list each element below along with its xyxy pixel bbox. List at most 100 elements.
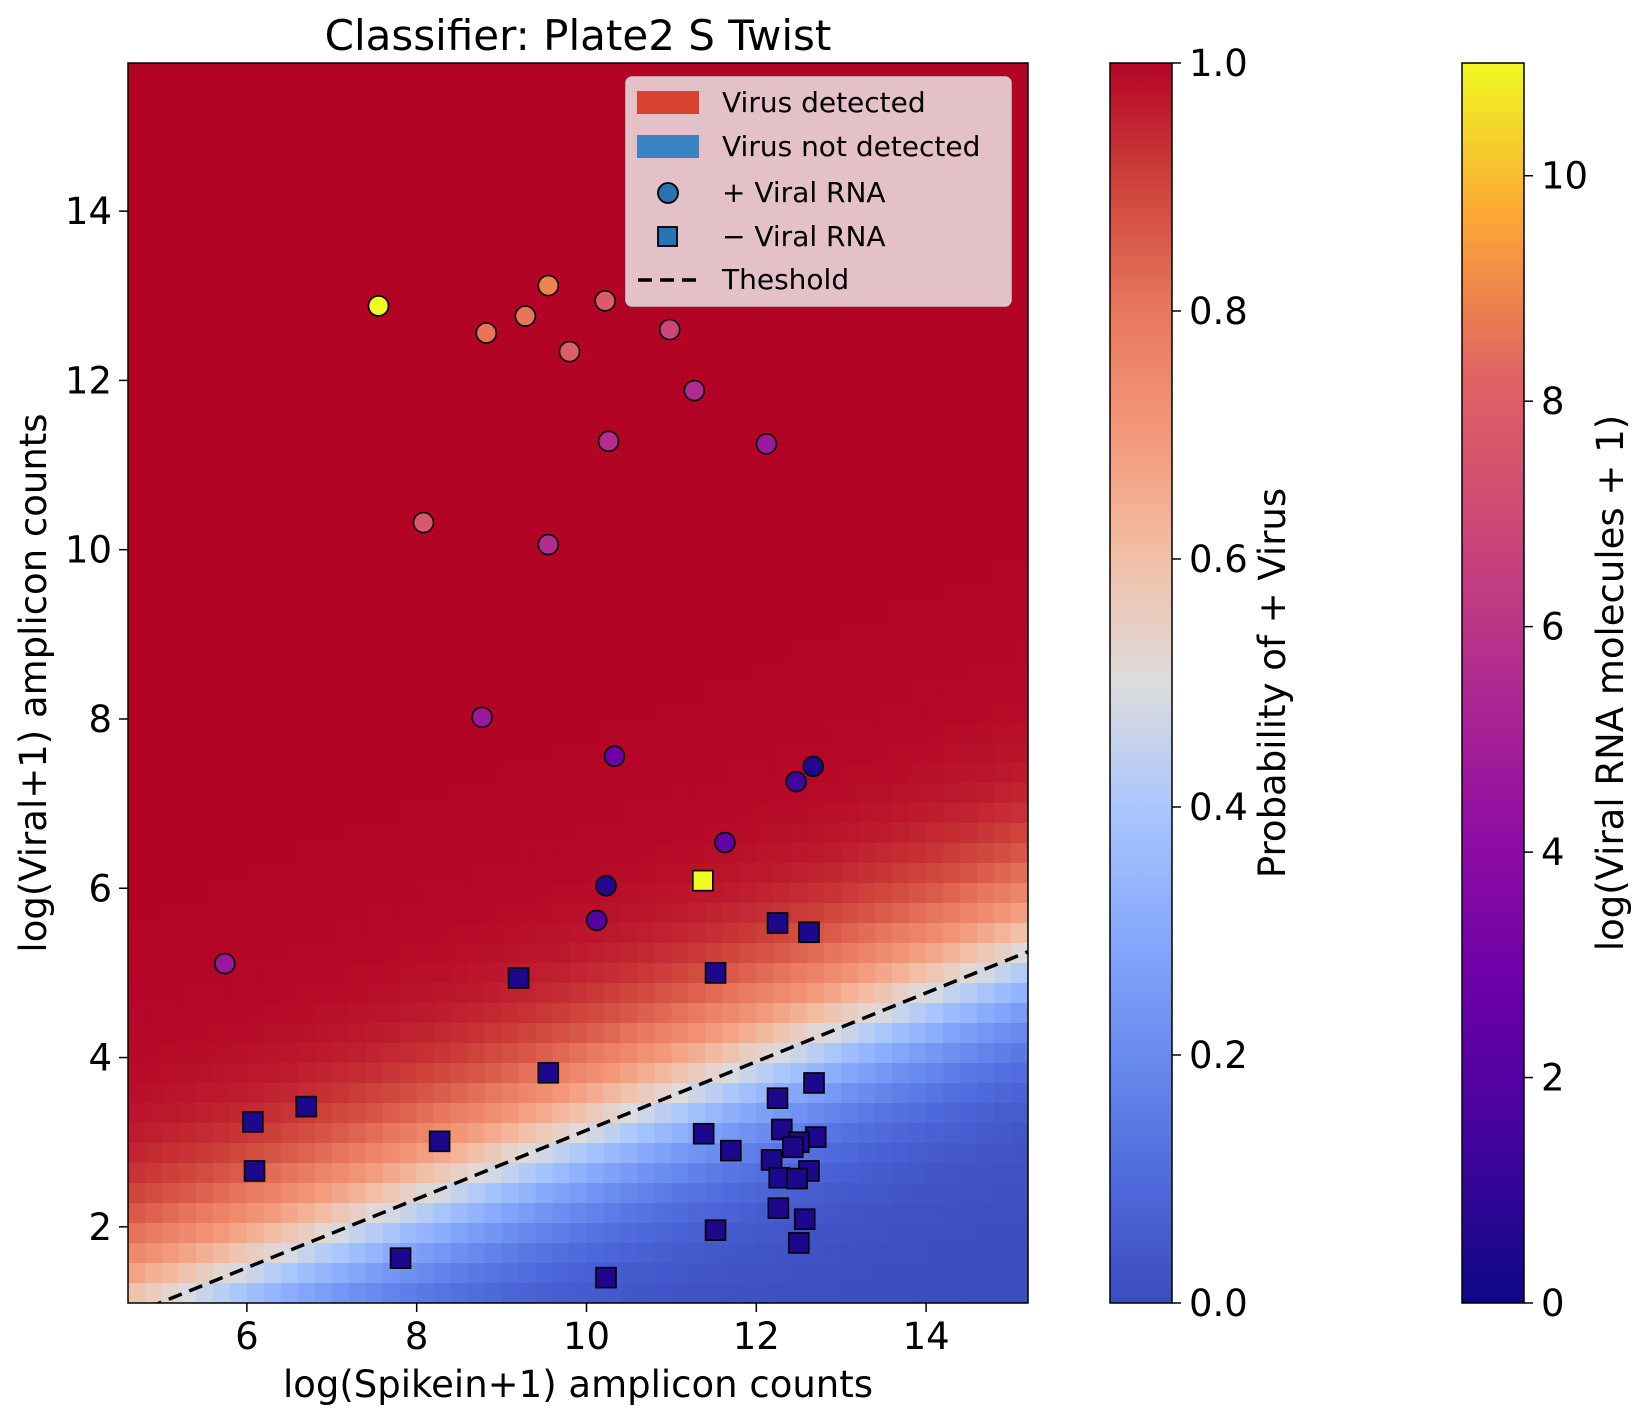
probability-cell	[178, 343, 197, 364]
probability-cell	[773, 723, 791, 744]
probability-cell	[195, 903, 214, 924]
probability-cell	[943, 323, 961, 344]
probability-cell	[365, 1043, 384, 1064]
probability-cell	[467, 283, 486, 304]
probability-cell	[841, 1003, 859, 1024]
probability-cell	[756, 963, 774, 984]
probability-cell	[892, 1163, 910, 1184]
probability-cell	[552, 563, 571, 584]
probability-cell	[450, 783, 469, 804]
probability-cell	[892, 1043, 910, 1064]
probability-cell	[144, 343, 163, 364]
x-tick-label: 12	[733, 1315, 780, 1358]
probability-cell	[518, 783, 537, 804]
probability-cell	[212, 583, 231, 604]
probability-cell	[688, 1263, 706, 1284]
probability-cell	[518, 183, 537, 204]
probability-cell	[994, 383, 1012, 404]
probability-cell	[892, 483, 910, 504]
probability-cell	[128, 683, 146, 704]
probability-cell	[688, 783, 706, 804]
probability-cell	[637, 463, 656, 484]
probability-cell	[399, 783, 418, 804]
probability-cell	[331, 683, 350, 704]
probability-cell	[535, 983, 554, 1004]
probability-cell	[467, 743, 486, 764]
probability-cell	[263, 763, 282, 784]
colorbar-tick-label: 1.0	[1189, 42, 1248, 85]
probability-cell	[331, 943, 350, 964]
probability-cell	[399, 423, 418, 444]
probability-cell	[841, 1123, 859, 1144]
probability-cell	[212, 163, 231, 184]
probability-cell	[195, 1003, 214, 1024]
probability-cell	[722, 1203, 740, 1224]
probability-cell	[229, 343, 248, 364]
probability-cell	[518, 563, 537, 584]
probability-cell	[331, 483, 350, 504]
probability-colorbar: 0.00.20.40.60.81.0 Probability of + Viru…	[1109, 42, 1294, 1325]
probability-cell	[977, 903, 995, 924]
probability-cell	[909, 443, 927, 464]
probability-cell	[535, 703, 554, 724]
probability-cell	[552, 63, 571, 84]
probability-cell	[178, 1283, 197, 1303]
probability-cell	[535, 483, 554, 504]
probability-cell	[1011, 1283, 1028, 1303]
probability-cell	[382, 63, 401, 84]
probability-cell	[212, 703, 231, 724]
probability-cell	[416, 823, 435, 844]
probability-cell	[977, 603, 995, 624]
probability-cell	[705, 483, 723, 504]
probability-cell	[994, 1123, 1012, 1144]
probability-cell	[824, 623, 842, 644]
probability-cell	[178, 883, 197, 904]
probability-cell	[501, 1123, 520, 1144]
probability-cell	[841, 603, 859, 624]
probability-cell	[807, 343, 825, 364]
probability-cell	[671, 1203, 689, 1224]
probability-cell	[841, 1283, 859, 1303]
probability-cell	[722, 683, 740, 704]
probability-cell	[263, 643, 282, 664]
probability-cell	[433, 523, 452, 544]
probability-cell	[569, 963, 588, 984]
probability-cell	[671, 663, 689, 684]
probability-cell	[433, 463, 452, 484]
probability-cell	[892, 563, 910, 584]
probability-cell	[399, 1043, 418, 1064]
probability-cell	[977, 1103, 995, 1124]
probability-cell	[960, 303, 978, 324]
probability-cell	[297, 603, 316, 624]
probability-cell	[365, 943, 384, 964]
probability-cell	[994, 443, 1012, 464]
probability-cell	[450, 943, 469, 964]
probability-cell	[161, 923, 180, 944]
probability-cell	[297, 243, 316, 264]
probability-cell	[960, 743, 978, 764]
probability-cell	[773, 383, 791, 404]
probability-cell	[807, 823, 825, 844]
probability-cell	[960, 963, 978, 984]
probability-cell	[1011, 1223, 1028, 1244]
probability-cell	[586, 1163, 605, 1184]
probability-cell	[807, 363, 825, 384]
probability-cell	[348, 683, 367, 704]
probability-cell	[977, 1063, 995, 1084]
probability-cell	[128, 263, 146, 284]
probability-cell	[128, 843, 146, 864]
probability-cell	[943, 743, 961, 764]
probability-cell	[620, 983, 639, 1004]
probability-cell	[246, 183, 265, 204]
probability-cell	[382, 663, 401, 684]
probability-cell	[246, 443, 265, 464]
probability-cell	[501, 1023, 520, 1044]
probability-cell	[722, 603, 740, 624]
probability-cell	[161, 223, 180, 244]
probability-cell	[195, 583, 214, 604]
probability-cell	[569, 1063, 588, 1084]
probability-cell	[348, 923, 367, 944]
probability-cell	[246, 543, 265, 564]
probability-cell	[909, 563, 927, 584]
probability-cell	[552, 723, 571, 744]
